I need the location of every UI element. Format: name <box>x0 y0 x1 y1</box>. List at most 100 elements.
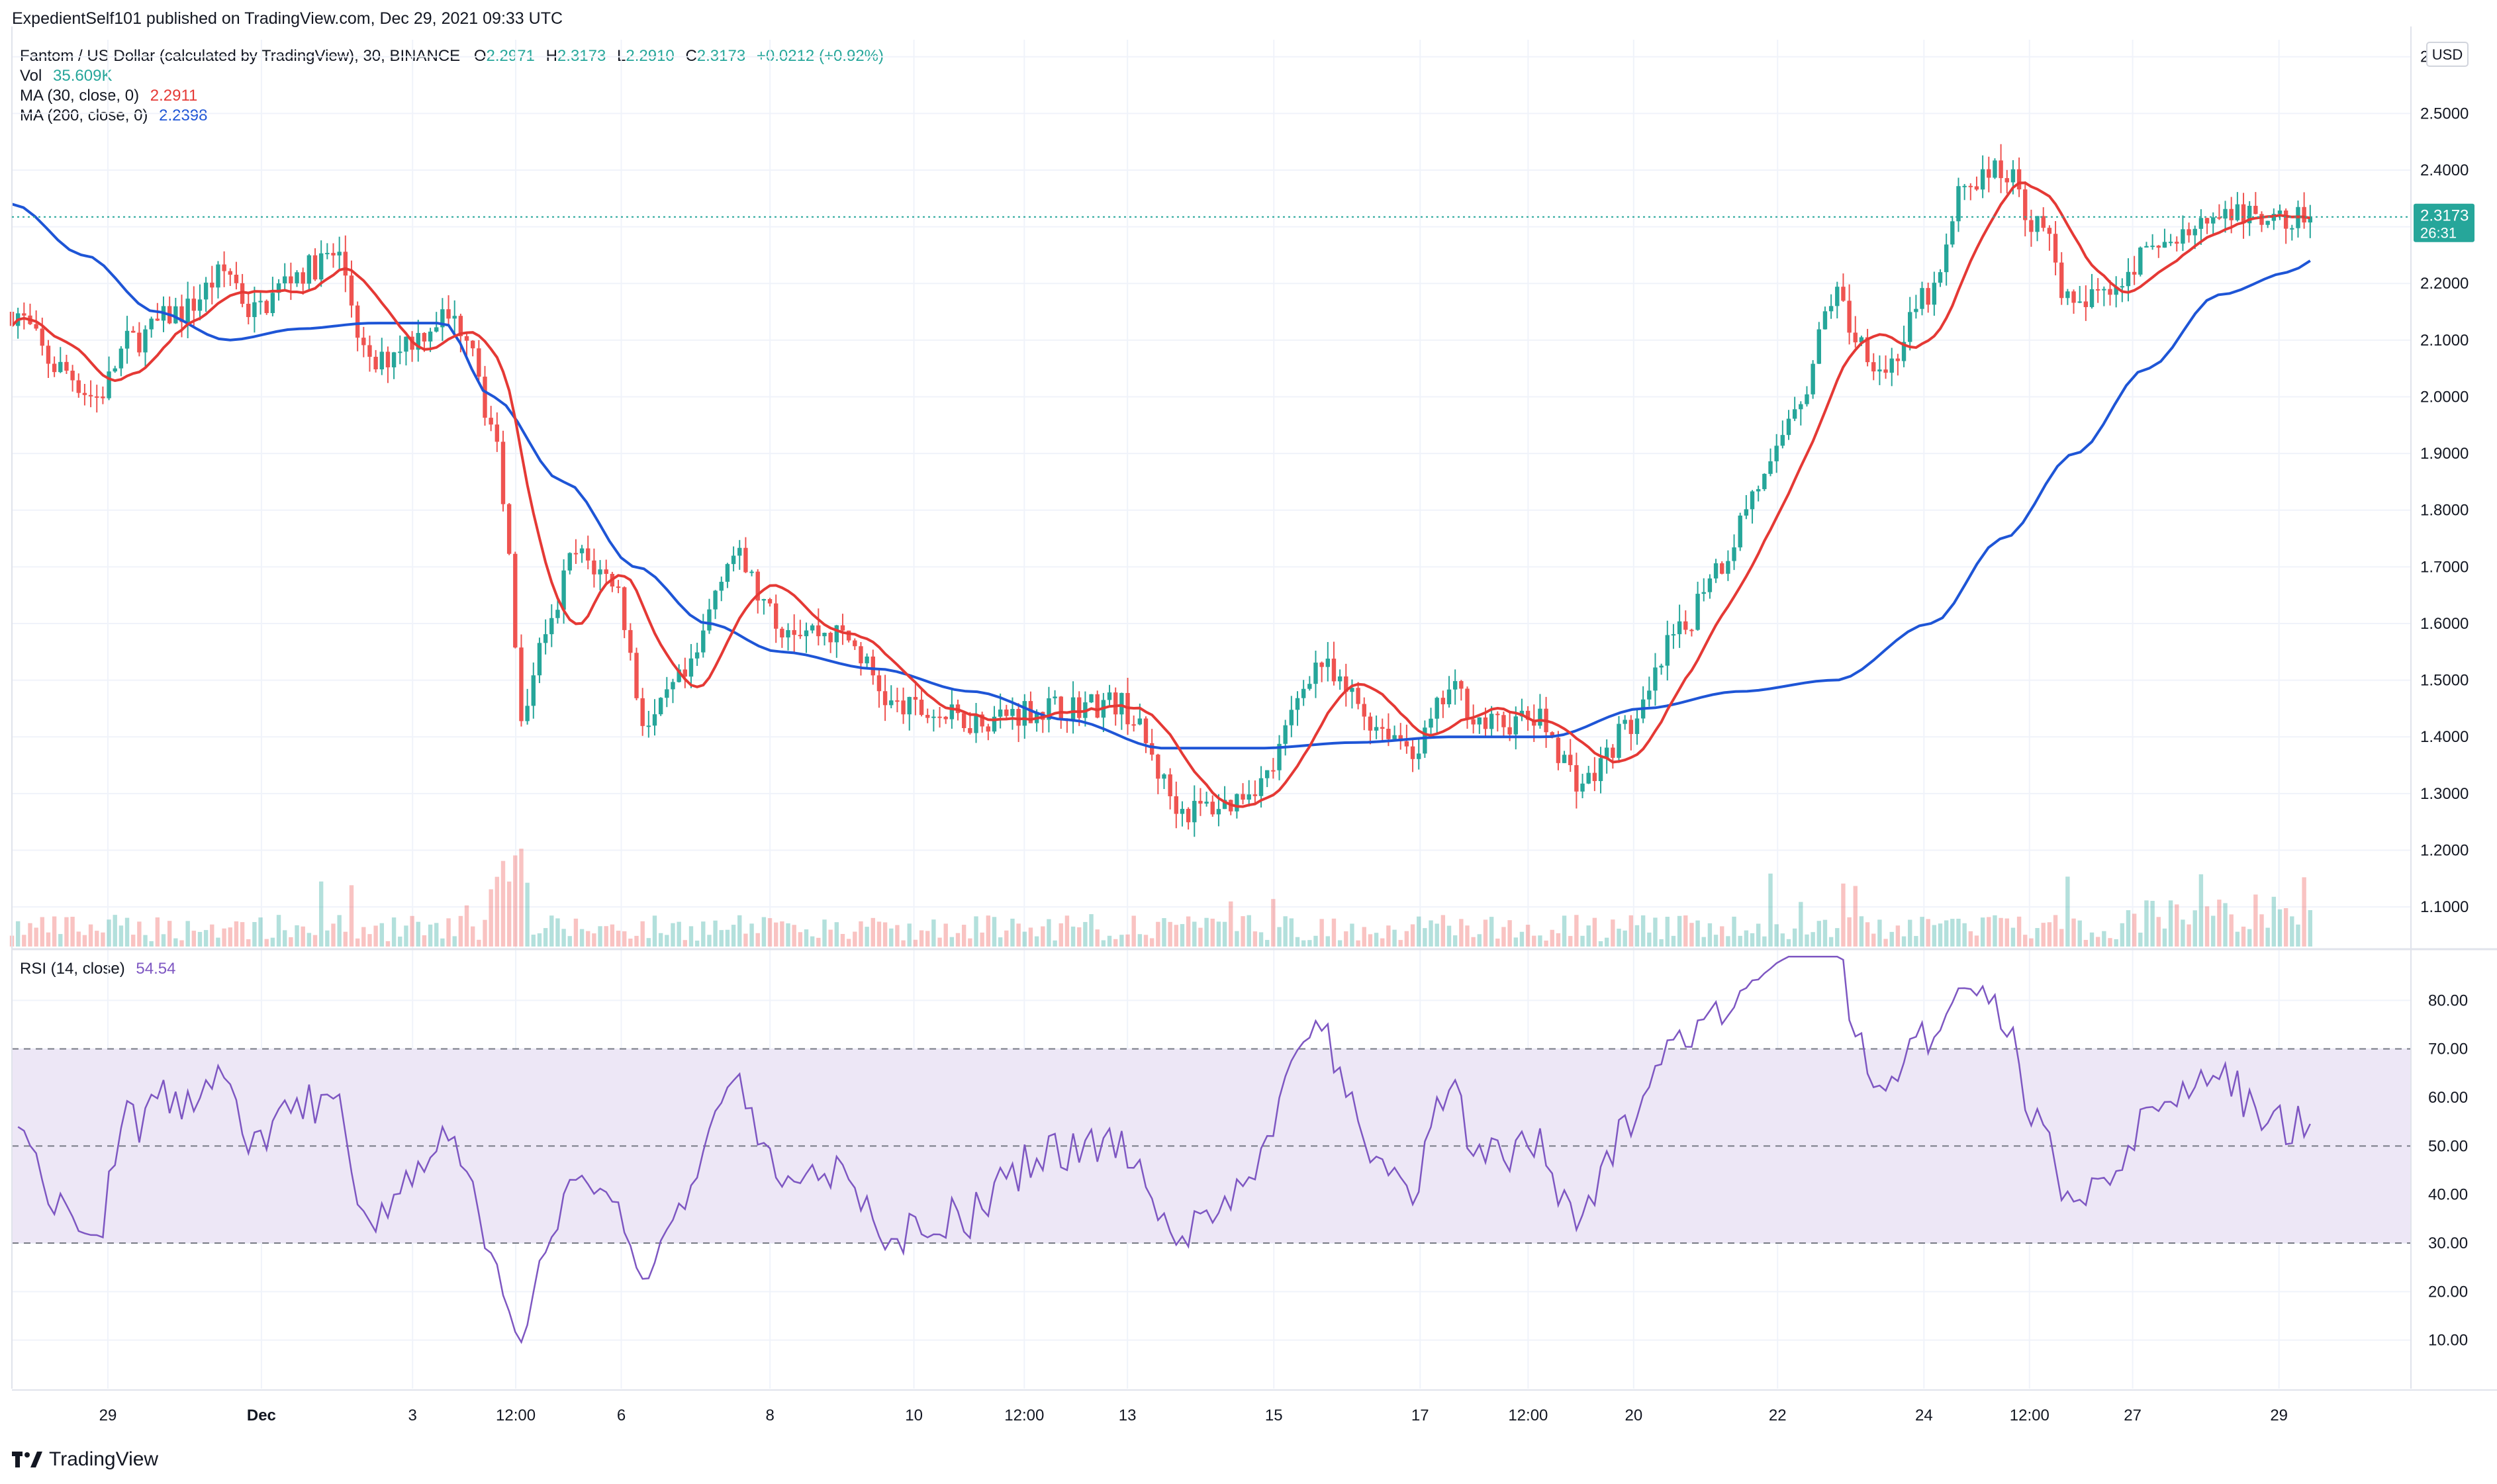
candle-body <box>506 504 512 554</box>
volume-bar <box>1404 931 1409 947</box>
rsi-band <box>12 1048 2411 1244</box>
candle-body <box>677 669 681 682</box>
price-box-countdown: 26:31 <box>2420 225 2457 242</box>
volume-bar <box>1156 921 1160 947</box>
volume-bar <box>1732 916 1736 947</box>
volume-bar <box>452 936 457 947</box>
candle-body <box>1847 301 1852 333</box>
candle-body <box>173 306 178 324</box>
volume-bar <box>124 917 130 947</box>
volume-bar <box>755 933 760 947</box>
ma200-label[interactable]: MA (200, close, 0) <box>20 107 148 124</box>
candle-body <box>816 625 821 637</box>
price-axis[interactable]: 2.60002.50002.40002.30002.20002.10002.00… <box>2420 48 2469 916</box>
time-tick-label: 29 <box>99 1407 117 1424</box>
volume-bar <box>1901 936 1907 947</box>
candle-body <box>2229 209 2234 220</box>
rsi-tick-label: 10.00 <box>2428 1332 2468 1350</box>
volume-bar <box>1816 921 1821 947</box>
symbol-title[interactable]: Fantom / US Dollar (calculated by Tradin… <box>20 47 461 65</box>
candle-body <box>1429 718 1433 728</box>
volume-bar <box>1053 940 1057 947</box>
volume-bar <box>1229 901 1233 947</box>
candle-body <box>1659 665 1664 668</box>
rsi-axis[interactable]: 80.00 70.00 60.00 50.00 40.00 30.00 20.00 10.00 <box>2428 992 2468 1349</box>
volume-bar <box>2265 927 2270 947</box>
price-tick-label: 1.2000 <box>2420 841 2469 859</box>
volume-bar <box>646 938 651 947</box>
candle-body <box>1271 770 1276 772</box>
volume-bar <box>246 939 251 947</box>
candle-body <box>1247 794 1251 800</box>
time-tick-label: 29 <box>2270 1407 2288 1424</box>
volume-bar <box>325 930 330 947</box>
volume-bar <box>1331 918 1337 947</box>
rsi-line <box>17 956 2311 1344</box>
volume-bar <box>598 926 602 947</box>
candle-body <box>622 587 627 630</box>
candle-body <box>543 634 548 643</box>
volume-bar <box>1465 925 1470 947</box>
volume-bar <box>1695 920 1700 947</box>
volume-bar <box>1707 923 1713 947</box>
price-tick-label: 1.6000 <box>2420 615 2469 633</box>
currency-label[interactable]: USD <box>2426 42 2469 67</box>
volume-bar <box>1556 933 1561 947</box>
volume-bar <box>513 855 518 947</box>
volume-bar <box>216 937 220 947</box>
volume-bar <box>2138 933 2143 947</box>
candle-body <box>1914 308 1918 312</box>
volume-bar <box>34 927 38 947</box>
time-axis[interactable]: 29 Dec 3 12:00 6 8 10 12:00 13 15 17 12:00 20 22 24 12:… <box>99 1407 2288 1424</box>
volume-bar <box>1319 919 1324 947</box>
volume-bar <box>913 939 918 947</box>
candle-body <box>2083 301 2089 307</box>
time-tick-label: 22 <box>1769 1407 1787 1424</box>
candle-body <box>2016 169 2022 190</box>
candle-body <box>22 313 26 316</box>
candle-body <box>2150 246 2155 248</box>
price-tick-label: 2.4000 <box>2420 162 2469 179</box>
candle-body <box>731 555 736 565</box>
volume-bar <box>113 915 117 947</box>
candle-body <box>907 696 912 715</box>
candle-body <box>1950 221 1955 245</box>
volume-bar <box>500 860 506 947</box>
candle-body <box>1277 743 1282 770</box>
price-tick-label: 1.3000 <box>2420 785 2469 803</box>
volume-bar <box>810 936 815 947</box>
volume-bar <box>1083 921 1088 947</box>
candle-body <box>2175 242 2179 244</box>
candle-body <box>1568 755 1573 765</box>
price-tick-label: 2.5000 <box>2420 105 2469 122</box>
volume-bar <box>1501 927 1506 947</box>
volume-bar <box>1004 930 1009 947</box>
volume-bar <box>477 939 481 947</box>
time-tick-label: 24 <box>1915 1407 1933 1424</box>
candle-body <box>1386 729 1391 739</box>
last-price-marker: 2.3173 26:31 <box>12 203 2474 242</box>
rsi-tick-label: 30.00 <box>2428 1234 2468 1252</box>
candle-body <box>1689 629 1694 631</box>
volume-bar <box>713 920 718 947</box>
volume-bar <box>2114 939 2118 947</box>
volume-bar <box>64 917 69 947</box>
candle-body <box>1452 680 1458 690</box>
volume-bar <box>1047 919 1051 947</box>
candle-body <box>1653 667 1658 691</box>
time-tick-label: 12:00 <box>496 1407 536 1424</box>
candle-body <box>343 252 348 276</box>
tradingview-logo[interactable]: TradingView <box>12 1448 158 1471</box>
candle-body <box>367 345 372 357</box>
vol-label[interactable]: Vol <box>20 67 42 85</box>
candle-body <box>416 333 420 350</box>
candle-body <box>634 653 639 698</box>
candle-body <box>88 394 93 396</box>
price-tick-label: 1.1000 <box>2420 898 2469 916</box>
volume-bar <box>2259 914 2264 947</box>
candle-body <box>1077 697 1082 718</box>
ma30-label[interactable]: MA (30, close, 0) <box>20 87 140 105</box>
candle-body <box>306 255 312 284</box>
volume-bar <box>434 923 439 947</box>
